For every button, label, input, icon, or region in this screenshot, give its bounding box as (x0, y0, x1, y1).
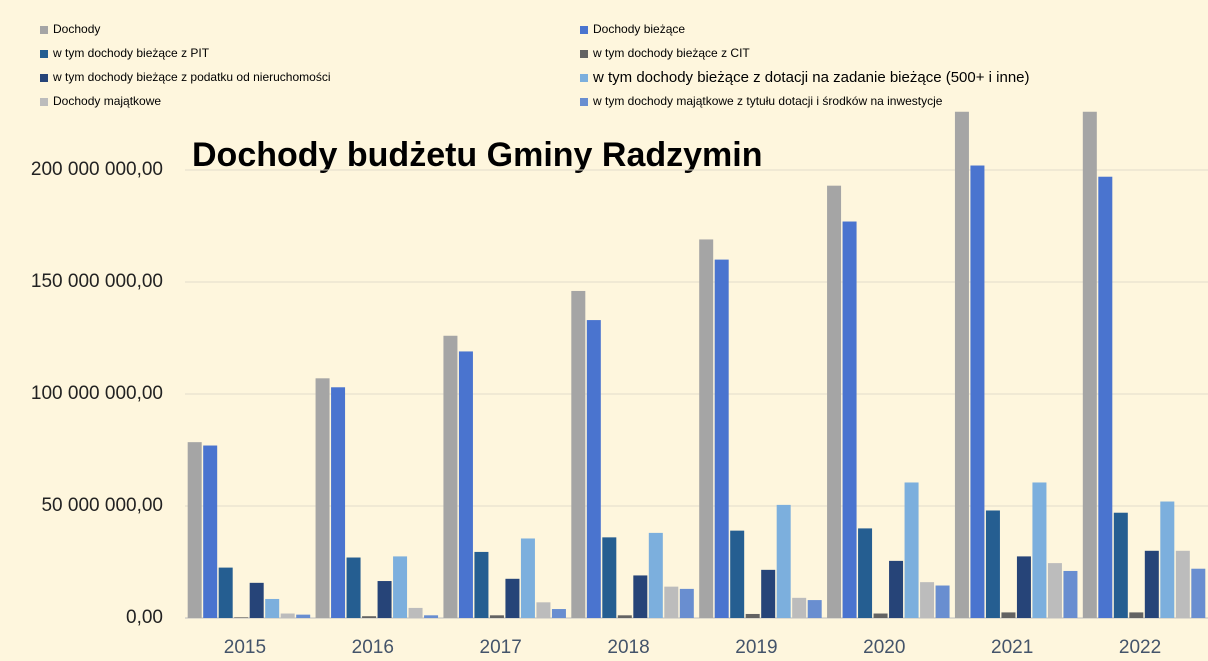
x-tick-label: 2019 (735, 637, 777, 658)
bar (1032, 482, 1047, 618)
bar (699, 239, 714, 618)
bar (935, 585, 950, 618)
y-tick-label: 100 000 000,00 (31, 383, 163, 404)
chart-title: Dochody budżetu Gminy Radzymin (192, 136, 762, 174)
bar (187, 442, 202, 618)
bar (761, 569, 776, 618)
bar (985, 510, 1000, 618)
bar (920, 582, 935, 618)
bar (424, 615, 439, 618)
bar (873, 613, 888, 618)
x-tick-label: 2022 (1119, 637, 1161, 658)
bar (1063, 570, 1078, 618)
legend-swatch (40, 74, 48, 82)
bar (664, 586, 679, 618)
legend-label: Dochody (53, 22, 100, 36)
legend-label: w tym dochody bieżące z podatku od nieru… (52, 70, 330, 84)
legend-label: Dochody bieżące (593, 22, 685, 36)
bar (714, 259, 729, 618)
bar (792, 597, 807, 618)
bar (1144, 550, 1159, 618)
y-tick-label: 0,00 (126, 607, 163, 628)
bar (218, 567, 233, 618)
x-tick-label: 2021 (991, 637, 1033, 658)
bar (377, 581, 392, 618)
bar (954, 111, 969, 618)
bar (1191, 568, 1206, 618)
legend-swatch (40, 98, 48, 106)
bar (679, 588, 694, 618)
legend-swatch (580, 50, 588, 58)
bar (296, 614, 311, 618)
x-tick-label: 2018 (607, 637, 649, 658)
bar (730, 530, 745, 618)
bar (842, 221, 857, 618)
legend-swatch (580, 98, 588, 106)
bar (1175, 550, 1190, 618)
x-tick-label: 2016 (352, 637, 394, 658)
bar (1082, 111, 1097, 618)
legend-swatch (40, 26, 48, 34)
bar (315, 378, 330, 618)
legend-label: w tym dochody bieżące z CIT (592, 46, 750, 60)
legend-swatch (40, 50, 48, 58)
legend-label: w tym dochody bieżące z dotacji na zadan… (592, 69, 1030, 86)
bar (807, 600, 822, 618)
bar (280, 613, 295, 618)
bar (536, 602, 551, 618)
bar (602, 537, 617, 618)
bar (1113, 512, 1128, 618)
bar (571, 290, 586, 618)
x-tick-label: 2017 (480, 637, 522, 658)
bar (505, 578, 520, 618)
y-tick-label: 200 000 000,00 (31, 159, 163, 180)
bar (458, 351, 473, 618)
x-tick-label: 2015 (224, 637, 266, 658)
bar (776, 504, 791, 618)
bar (745, 613, 760, 618)
bar (1160, 501, 1175, 618)
bars (187, 111, 1206, 618)
bar (617, 615, 632, 618)
bar (520, 538, 535, 618)
legend-label: Dochody majątkowe (53, 94, 161, 108)
legend-label: w tym dochody majątkowe z tytułu dotacji… (592, 94, 943, 108)
bar (249, 582, 264, 618)
bar (331, 387, 346, 618)
bar (234, 617, 249, 618)
bar (1047, 563, 1062, 618)
legend-swatch (580, 74, 588, 82)
bar (1129, 612, 1144, 618)
x-tick-label: 2020 (863, 637, 905, 658)
bar (346, 557, 361, 618)
legend-swatch (580, 26, 588, 34)
bar (474, 551, 489, 618)
bar (827, 185, 842, 618)
bar (265, 598, 280, 618)
legend-label: w tym dochody bieżące z PIT (52, 46, 210, 60)
bar (586, 320, 601, 618)
bar (633, 575, 648, 618)
bar (904, 482, 919, 618)
bar (489, 615, 504, 618)
bar (393, 556, 408, 618)
bar (1001, 612, 1016, 618)
bar (648, 532, 663, 618)
bar (443, 335, 458, 618)
bar (1016, 556, 1031, 618)
bar (551, 609, 566, 618)
y-tick-label: 150 000 000,00 (31, 271, 163, 292)
bar (858, 528, 873, 618)
y-tick-label: 50 000 000,00 (41, 495, 163, 516)
bar (970, 165, 985, 618)
bar (1098, 176, 1113, 618)
bar (362, 616, 377, 618)
bar (408, 607, 423, 618)
bar (203, 445, 218, 618)
bar (889, 560, 904, 618)
